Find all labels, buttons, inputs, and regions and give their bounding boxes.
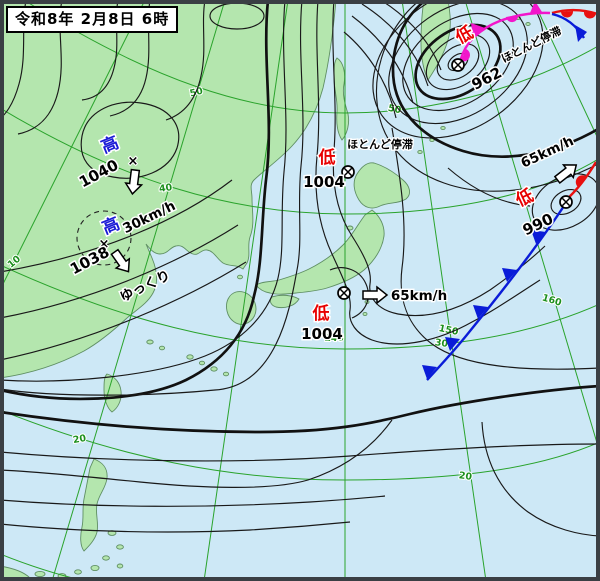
low-center-mark-1004n bbox=[341, 165, 355, 179]
low-pressure-value: 1004 bbox=[303, 173, 345, 191]
cold-front-main bbox=[426, 205, 565, 381]
fronts bbox=[422, 1, 599, 381]
grid-label-lat50-west: 50 bbox=[189, 86, 205, 100]
low-center-mark-990 bbox=[559, 195, 573, 209]
map-title-box: 令和8年 2月8日 6時 bbox=[6, 6, 179, 33]
cold-front-triangle bbox=[575, 25, 587, 42]
low-movement-label: ほとんど停滞 bbox=[347, 137, 413, 151]
lon-110 bbox=[0, 0, 146, 291]
lon-170 bbox=[532, 0, 600, 144]
grid-label-lat20-east: 20 bbox=[458, 470, 473, 483]
cold-front-triangle bbox=[502, 268, 517, 282]
occluded-front-dome bbox=[506, 15, 519, 23]
map-title: 令和8年 2月8日 6時 bbox=[15, 10, 170, 28]
movement-arrow-east bbox=[362, 285, 389, 305]
warm-front-dome bbox=[583, 12, 596, 19]
low-pressure-value: 1004 bbox=[301, 325, 343, 343]
occluded-front-triangle bbox=[530, 1, 542, 13]
warm-front-dome bbox=[575, 175, 587, 187]
high-center-x: × bbox=[128, 154, 139, 169]
grid-label-lon140: 140 bbox=[324, 333, 344, 344]
movement-arrow-southeast bbox=[110, 248, 131, 273]
pressure-symbols bbox=[110, 58, 578, 305]
cold-front-triangle bbox=[473, 305, 488, 319]
movement-arrow-south bbox=[124, 168, 144, 196]
high-center-x: × bbox=[99, 237, 110, 252]
dashed-high-cell bbox=[76, 210, 132, 266]
occluded-front-dome bbox=[461, 49, 470, 62]
isobars bbox=[0, 0, 600, 537]
taiwan bbox=[103, 373, 122, 413]
grid-label-lat20-west: 20 bbox=[72, 433, 87, 446]
cold-front-triangle bbox=[445, 337, 460, 351]
occluded-front-triangle bbox=[471, 23, 485, 38]
asian-continent bbox=[0, 0, 337, 379]
low-symbol: 低 bbox=[318, 147, 336, 168]
hokkaido bbox=[353, 162, 410, 209]
grid-label-lat40: 40 bbox=[158, 182, 173, 195]
movement-arrow-northeast bbox=[553, 164, 578, 184]
low-speed-label: 65km/h bbox=[391, 288, 447, 304]
grid-label-lat50-east: 50 bbox=[387, 103, 403, 117]
low-symbol: 低 bbox=[312, 303, 330, 324]
warm-front-dome bbox=[561, 11, 574, 18]
low-center-mark-962 bbox=[451, 58, 465, 72]
lon-150 bbox=[401, 0, 487, 581]
lon-120 bbox=[51, 0, 226, 581]
honshu bbox=[255, 209, 385, 295]
lon-130 bbox=[203, 0, 289, 581]
lat-40 bbox=[0, 107, 600, 215]
cold-front-triangle bbox=[422, 365, 437, 379]
low-center-mark-1004s bbox=[337, 286, 351, 300]
cold-front-triangle bbox=[531, 230, 546, 244]
